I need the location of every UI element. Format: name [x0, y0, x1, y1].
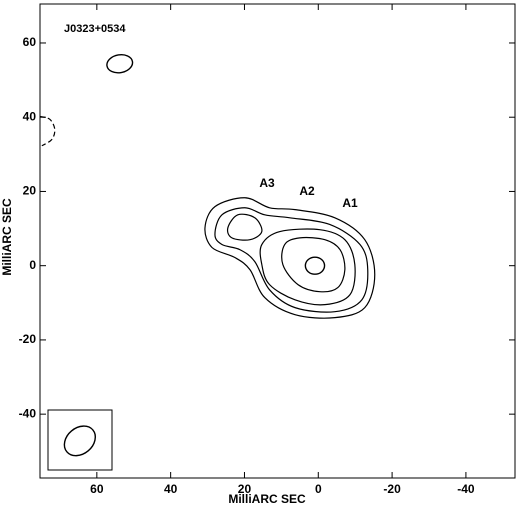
contour-ellipse	[63, 425, 97, 457]
x-tick-label: -40	[457, 482, 475, 496]
contour-ellipse	[106, 54, 134, 74]
contour	[39, 115, 56, 147]
x-tick-label: 60	[90, 482, 104, 496]
chart-title: J0323+0534	[64, 23, 126, 35]
x-axis-label: MilliARC SEC	[228, 492, 306, 506]
y-axis-label: MilliARC SEC	[0, 198, 14, 276]
component-label: A1	[342, 196, 358, 210]
component-label: A2	[299, 184, 315, 198]
x-tick-label: 40	[164, 482, 178, 496]
contour	[226, 213, 263, 241]
y-tick-label: -20	[19, 332, 37, 346]
y-tick-label: -40	[19, 406, 37, 420]
y-tick-label: 60	[23, 35, 37, 49]
x-tick-label: -20	[383, 482, 401, 496]
plot-frame	[39, 3, 516, 479]
beam-box	[47, 409, 113, 471]
contour-ellipse	[304, 256, 326, 275]
y-tick-label: 40	[23, 109, 37, 123]
y-tick-label: 0	[29, 258, 36, 272]
contour	[281, 236, 346, 293]
x-tick-label: 20	[238, 482, 252, 496]
contour	[259, 228, 356, 306]
component-label: A3	[259, 176, 275, 190]
x-tick-label: 0	[315, 482, 322, 496]
contour	[204, 197, 376, 319]
contour	[214, 207, 369, 313]
y-tick-label: 20	[23, 184, 37, 198]
